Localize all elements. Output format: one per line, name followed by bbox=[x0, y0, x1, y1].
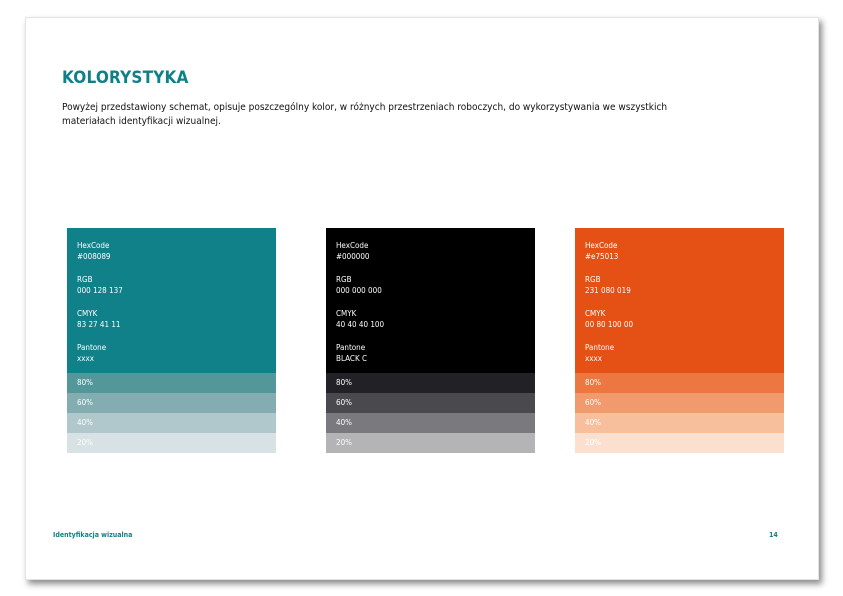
hexcode-label: HexCode bbox=[77, 241, 110, 250]
cmyk-value: 40 40 40 100 bbox=[336, 320, 385, 329]
cmyk-group: CMYK 83 27 41 11 bbox=[77, 308, 266, 330]
tint-80-percent: 80% bbox=[67, 373, 276, 393]
pantone-value: xxxx bbox=[585, 354, 603, 363]
pantone-label: Pantone bbox=[585, 343, 615, 352]
tint-80-percent: 80% bbox=[575, 373, 784, 393]
pantone-group: Pantone xxxx bbox=[585, 342, 774, 364]
footer-label: Identyfikacja wizualna bbox=[53, 531, 133, 539]
hexcode-group: HexCode #e75013 bbox=[585, 240, 774, 262]
swatch-main: HexCode #000000 RGB 000 000 000 CMYK 40 40 40… bbox=[326, 228, 535, 373]
hexcode-value: #e75013 bbox=[585, 252, 619, 261]
tint-60-percent: 60% bbox=[67, 393, 276, 413]
swatch-main: HexCode #e75013 RGB 231 080 019 CMYK 00 80 10… bbox=[575, 228, 784, 373]
rgb-label: RGB bbox=[585, 275, 601, 284]
hexcode-group: HexCode #000000 bbox=[336, 240, 525, 262]
rgb-value: 000 000 000 bbox=[336, 286, 382, 295]
page-description: Powyżej przedstawiony schemat, opisuje p… bbox=[62, 102, 668, 127]
rgb-label: RGB bbox=[77, 275, 93, 284]
pantone-group: Pantone xxxx bbox=[77, 342, 266, 364]
tint-40-percent: 40% bbox=[575, 413, 784, 433]
rgb-group: RGB 000 128 137 bbox=[77, 274, 266, 296]
cmyk-label: CMYK bbox=[585, 309, 606, 318]
page-title: KOLORYSTYKA bbox=[62, 68, 189, 88]
page-sheet: KOLORYSTYKA Powyżej przedstawiony schema… bbox=[25, 17, 819, 580]
rgb-label: RGB bbox=[336, 275, 352, 284]
cmyk-value: 00 80 100 00 bbox=[585, 320, 634, 329]
rgb-value: 231 080 019 bbox=[585, 286, 631, 295]
hexcode-label: HexCode bbox=[336, 241, 369, 250]
hexcode-group: HexCode #008089 bbox=[77, 240, 266, 262]
color-swatch: HexCode #000000 RGB 000 000 000 CMYK 40 40 40… bbox=[326, 228, 535, 453]
pantone-value: BLACK C bbox=[336, 354, 367, 363]
cmyk-label: CMYK bbox=[77, 309, 98, 318]
swatch-main: HexCode #008089 RGB 000 128 137 CMYK 83 27 41… bbox=[67, 228, 276, 373]
tint-40-percent: 40% bbox=[326, 413, 535, 433]
color-swatch: HexCode #e75013 RGB 231 080 019 CMYK 00 80 10… bbox=[575, 228, 784, 453]
rgb-value: 000 128 137 bbox=[77, 286, 123, 295]
tint-40-percent: 40% bbox=[67, 413, 276, 433]
pantone-value: xxxx bbox=[77, 354, 95, 363]
pantone-label: Pantone bbox=[77, 343, 107, 352]
color-swatch: HexCode #008089 RGB 000 128 137 CMYK 83 27 41… bbox=[67, 228, 276, 453]
cmyk-label: CMYK bbox=[336, 309, 357, 318]
tint-20-percent: 20% bbox=[575, 433, 784, 453]
hexcode-label: HexCode bbox=[585, 241, 618, 250]
rgb-group: RGB 000 000 000 bbox=[336, 274, 525, 296]
cmyk-group: CMYK 00 80 100 00 bbox=[585, 308, 774, 330]
hexcode-value: #008089 bbox=[77, 252, 111, 261]
rgb-group: RGB 231 080 019 bbox=[585, 274, 774, 296]
tint-80-percent: 80% bbox=[326, 373, 535, 393]
cmyk-group: CMYK 40 40 40 100 bbox=[336, 308, 525, 330]
tint-20-percent: 20% bbox=[326, 433, 535, 453]
pantone-group: Pantone BLACK C bbox=[336, 342, 525, 364]
cmyk-value: 83 27 41 11 bbox=[77, 320, 121, 329]
tint-60-percent: 60% bbox=[575, 393, 784, 413]
tint-20-percent: 20% bbox=[67, 433, 276, 453]
pantone-label: Pantone bbox=[336, 343, 366, 352]
tint-60-percent: 60% bbox=[326, 393, 535, 413]
hexcode-value: #000000 bbox=[336, 252, 370, 261]
page-number: 14 bbox=[769, 531, 778, 539]
